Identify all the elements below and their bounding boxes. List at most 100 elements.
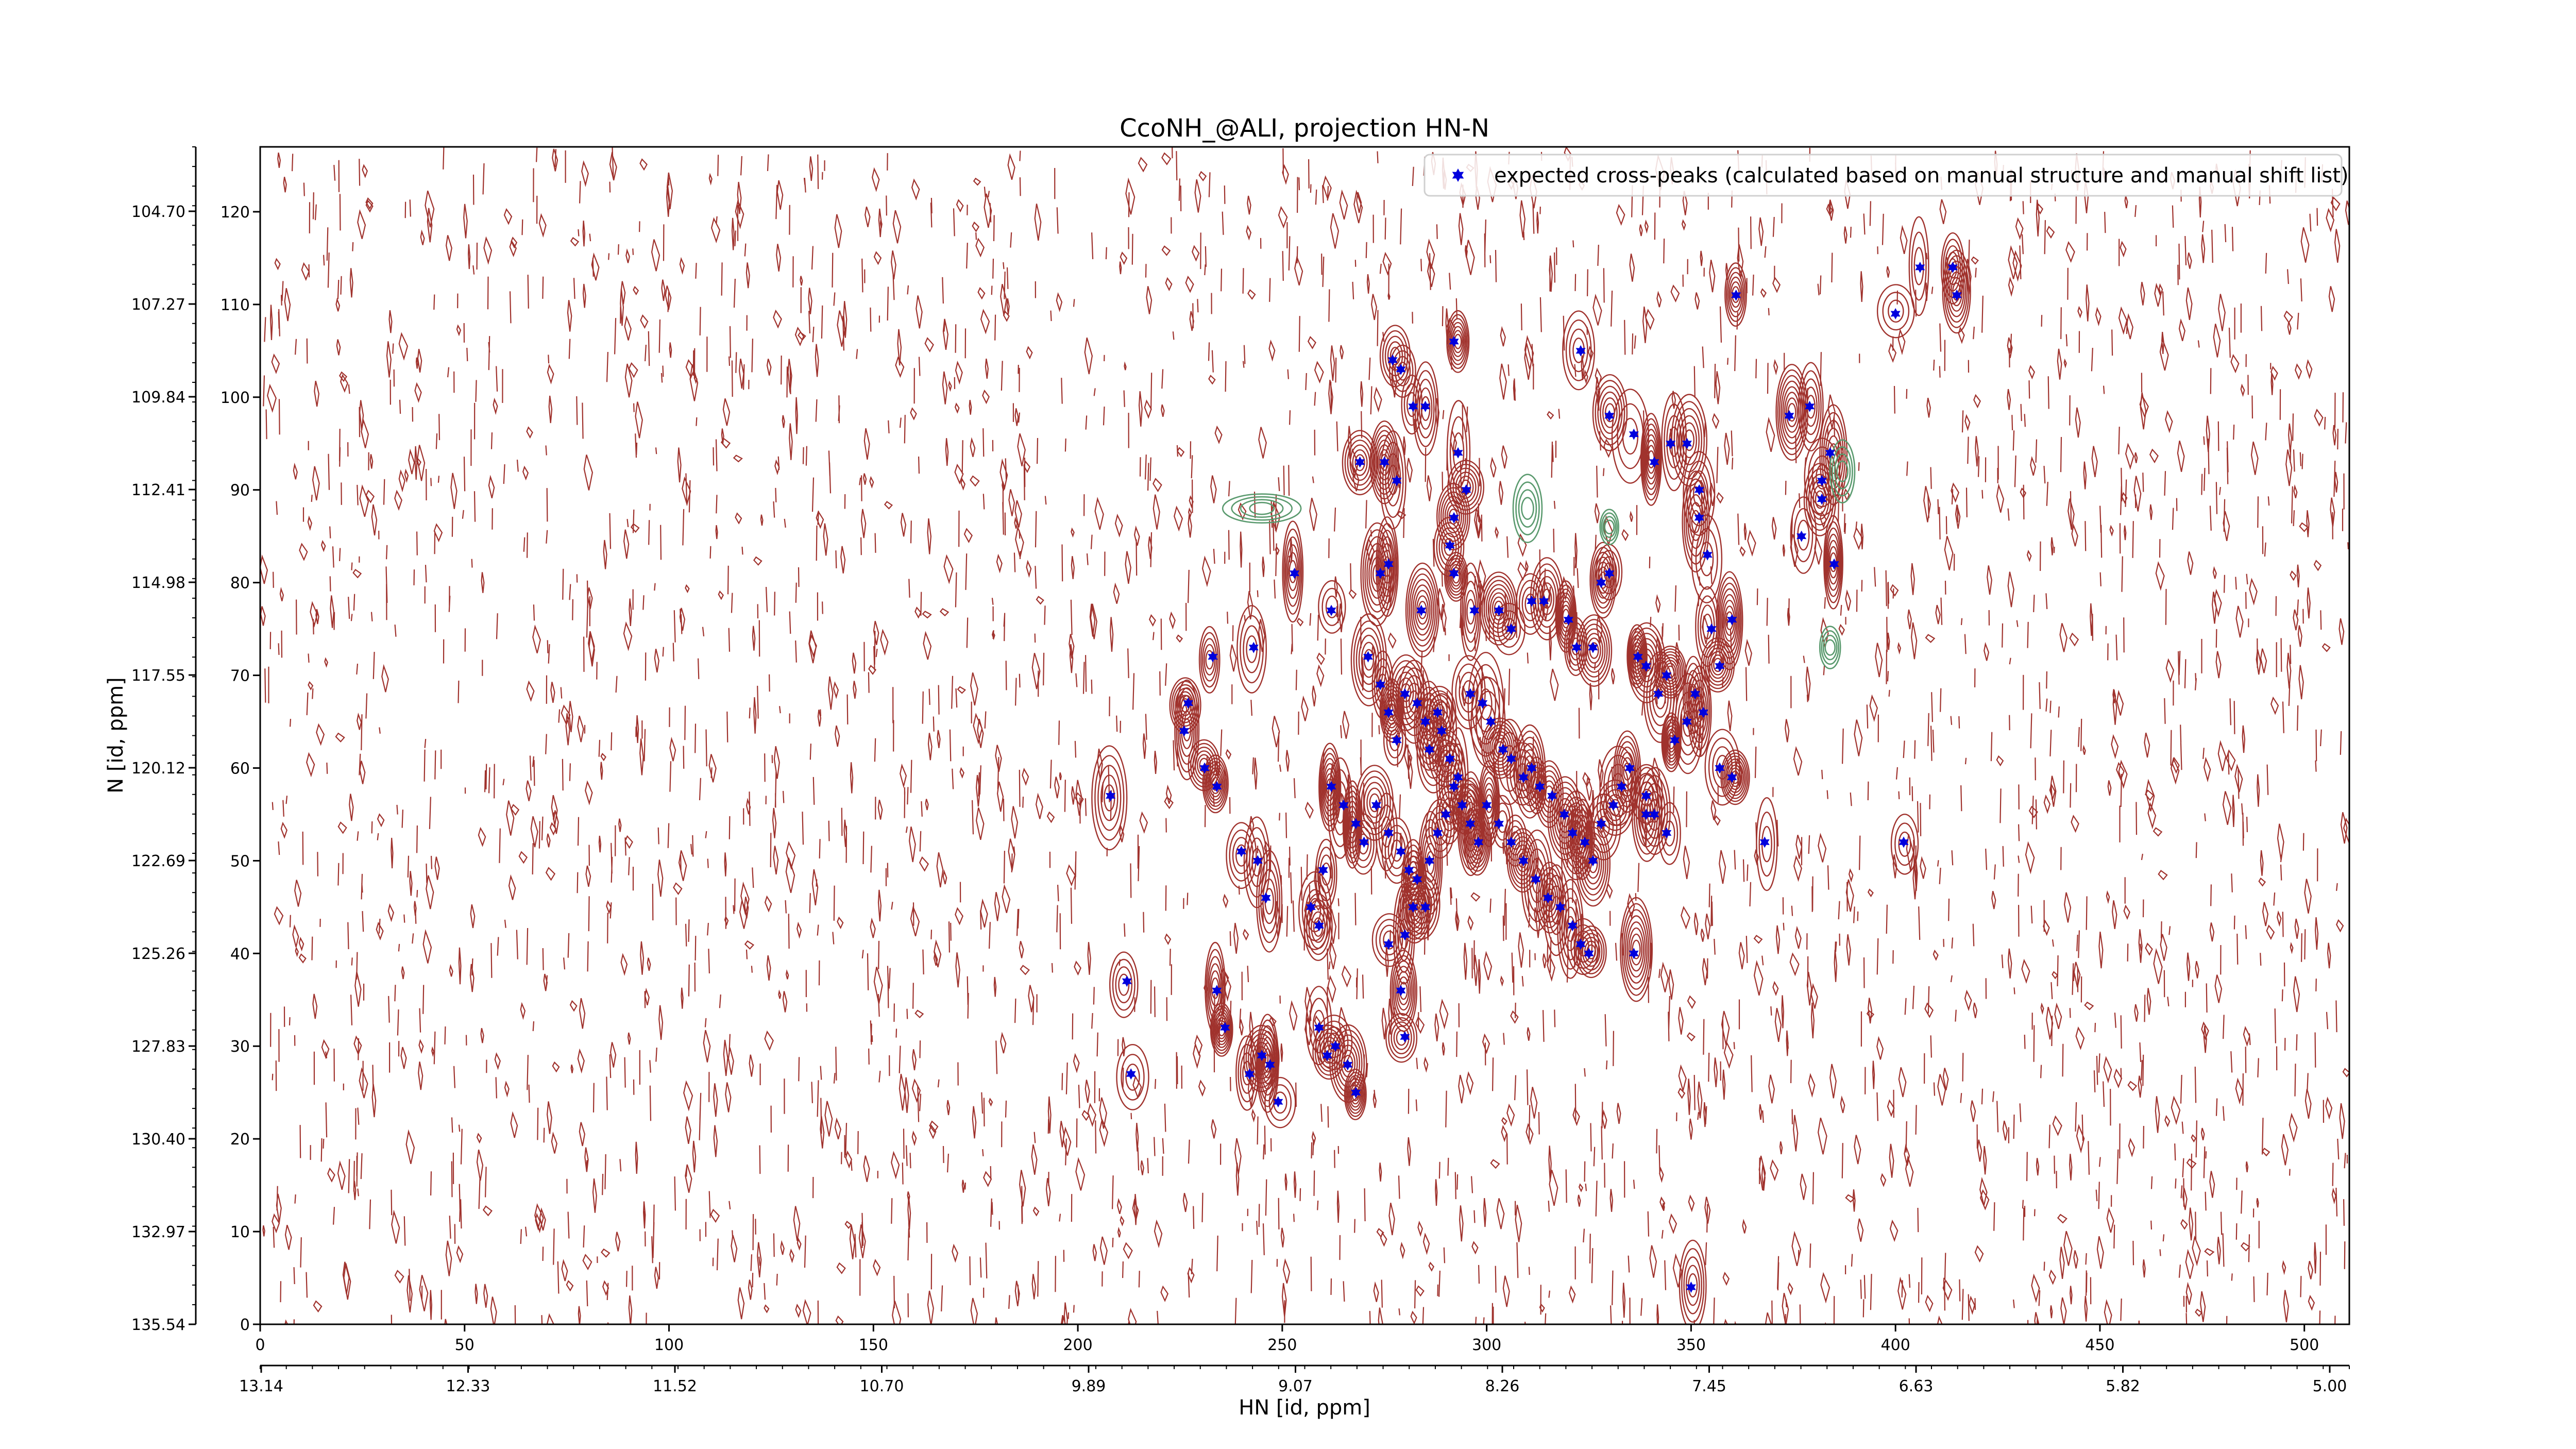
negative-contour [1832,446,1853,497]
peak-contour [1523,839,1551,922]
y-tick-label: 90 [230,482,250,500]
peak-contour [1876,284,1915,339]
peak-contour [1235,1035,1259,1111]
peak-marker [1122,975,1132,987]
negative-contour [1231,496,1293,521]
y-tick-label: 70 [230,667,250,685]
negative-contour [1602,516,1616,538]
peak-marker [1465,818,1476,830]
ppm-x-tick-label: 12.33 [446,1377,490,1395]
y-tick-label: 100 [221,389,250,407]
peak-contour [1311,911,1326,943]
peak-contour [1240,615,1264,684]
peak-contour [1342,780,1363,869]
peak-marker [1698,706,1708,718]
ppm-y-tick-label: 107.27 [131,296,185,314]
peak-contour [1321,587,1343,626]
peak-marker [1506,623,1516,635]
peak-marker [1575,938,1586,950]
peak-marker [1106,790,1116,802]
peak-contour [1467,817,1487,864]
peak-contour [1575,821,1611,907]
peak-marker [1584,948,1594,959]
peak-marker [1318,864,1328,876]
peak-marker [1261,892,1271,904]
x-tick-label: 400 [1881,1336,1910,1354]
peak-contour [1619,752,1635,791]
peak-contour [1634,774,1660,855]
peak-contour [1116,1043,1149,1110]
peak-marker [1547,790,1557,802]
peak-contour [1125,1064,1140,1091]
y-axis-label: N [id, ppm] [104,677,128,794]
peak-marker [1363,651,1373,663]
peak-marker [1817,475,1827,486]
peak-marker [1518,855,1529,867]
peak-marker [1199,762,1210,774]
peak-contour [1700,541,1714,577]
peak-contour [1676,408,1703,473]
peak-marker [1396,363,1406,375]
peak-contour [1493,602,1526,655]
peak-contour [1804,437,1841,516]
peak-contour [1537,867,1562,929]
peak-contour [1615,735,1640,807]
peak-contour [1479,766,1499,842]
peak-contour [1724,262,1747,327]
peak-marker [1432,706,1443,718]
peak-marker [1244,1068,1255,1080]
ppm-x-tick-label: 7.45 [1692,1377,1726,1395]
peak-contour [1497,610,1521,648]
peak-marker [1580,836,1590,848]
peak-contour [1436,483,1470,551]
negative-contour [1521,497,1534,520]
ppm-x-tick-label: 8.26 [1485,1377,1520,1395]
negative-contour [1829,439,1856,504]
y-tick-label: 110 [221,296,250,314]
peak-marker [1400,1031,1410,1043]
peak-marker [1641,790,1651,802]
peak-contour [1573,930,1593,963]
peak-marker [1236,846,1246,857]
peak-contour [1475,676,1497,733]
ppm-x-tick-label: 10.70 [860,1377,904,1395]
peak-contour [1273,1091,1287,1114]
peak-contour [1389,347,1401,365]
peak-contour [1358,770,1391,835]
peak-marker [1662,827,1672,839]
ppm-x-tick-label: 13.14 [239,1377,283,1395]
peak-contour [1580,933,1603,971]
peak-contour [1600,391,1620,434]
peak-contour [1689,672,1710,750]
peak-contour [1312,1009,1325,1041]
peak-marker [1412,697,1422,709]
peak-contour [1575,925,1607,979]
peak-contour [1174,679,1200,781]
peak-contour [1561,897,1580,961]
peak-contour [1409,573,1436,647]
peak-marker [1343,1059,1353,1071]
peak-contour [1366,787,1383,818]
peak-contour [1722,752,1749,802]
peak-marker [1686,1282,1696,1293]
peak-contour [1207,767,1224,801]
y-tick-label: 30 [230,1038,250,1056]
peak-contour [1446,504,1460,529]
peak-marker [1633,651,1643,663]
peak-contour [1546,874,1567,946]
peak-contour [1945,260,1968,323]
peak-contour [1626,921,1646,978]
peak-contour [1469,820,1486,860]
peak-contour [1363,649,1375,671]
peak-contour [1202,638,1217,682]
peak-contour [1595,380,1625,446]
peak-contour [1377,523,1398,611]
peak-contour [1442,496,1464,538]
peak-contour [1382,442,1404,518]
peak-contour [1284,536,1301,607]
peak-contour [1942,249,1971,334]
peak-contour [1385,1013,1418,1063]
peak-marker [1408,400,1418,412]
peak-contour [1564,616,1588,676]
